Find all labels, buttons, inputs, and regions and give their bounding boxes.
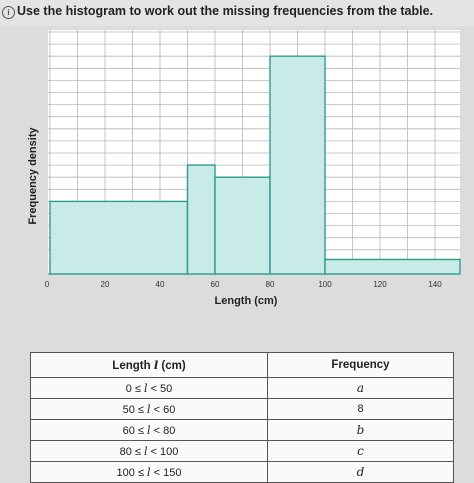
histogram-bar bbox=[49, 200, 189, 275]
histogram-bar bbox=[214, 176, 271, 275]
frequency-cell: b bbox=[267, 419, 454, 441]
x-tick-label: 120 bbox=[373, 280, 387, 289]
histogram-bars bbox=[49, 55, 461, 275]
info-circle-icon: i bbox=[2, 6, 15, 19]
x-tick-label: 0 bbox=[45, 280, 50, 289]
x-tick-label: 40 bbox=[156, 280, 165, 289]
frequency-table: Length l (cm) Frequency 0 ≤ l < 50 a 50 ≤ … bbox=[30, 352, 454, 483]
header-length: Length l (cm) bbox=[30, 352, 268, 378]
table-row: 0 ≤ l < 50 a bbox=[30, 377, 454, 399]
y-axis-label: Frequency density bbox=[27, 127, 39, 225]
x-tick-label: 140 bbox=[428, 280, 442, 289]
frequency-cell: a bbox=[267, 377, 454, 399]
histogram-chart: 0 20 40 60 80 100 120 140 Frequency density Len… bbox=[27, 30, 461, 307]
histogram-bar bbox=[269, 55, 326, 275]
frequency-cell: c bbox=[267, 440, 454, 462]
x-axis-label: Length (cm) bbox=[215, 295, 278, 307]
length-interval-cell: 50 ≤ l < 60 bbox=[30, 398, 268, 420]
x-tick-label: 80 bbox=[266, 280, 275, 289]
x-tick-labels: 0 20 40 60 80 100 120 140 bbox=[45, 280, 442, 289]
table-row: 100 ≤ l < 150 d bbox=[30, 461, 454, 483]
frequency-cell: 8 bbox=[267, 398, 454, 420]
length-interval-cell: 100 ≤ l < 150 bbox=[30, 461, 268, 483]
table-row: 60 ≤ l < 80 b bbox=[30, 419, 454, 441]
table-row: 80 ≤ l < 100 c bbox=[30, 440, 454, 462]
x-tick-label: 100 bbox=[318, 280, 332, 289]
length-interval-cell: 80 ≤ l < 100 bbox=[30, 440, 268, 462]
length-interval-cell: 0 ≤ l < 50 bbox=[30, 377, 268, 399]
frequency-cell: d bbox=[267, 461, 454, 483]
histogram-bar bbox=[324, 258, 461, 275]
length-interval-cell: 60 ≤ l < 80 bbox=[30, 419, 268, 441]
question-text: Use the histogram to work out the missin… bbox=[17, 4, 434, 18]
histogram-bar bbox=[186, 164, 216, 275]
table-row: 50 ≤ l < 60 8 bbox=[30, 398, 454, 420]
question-header: i Use the histogram to work out the miss… bbox=[0, 0, 474, 26]
x-tick-label: 60 bbox=[211, 280, 220, 289]
table-header-row: Length l (cm) Frequency bbox=[30, 352, 454, 378]
header-frequency: Frequency bbox=[267, 352, 454, 378]
x-tick-label: 20 bbox=[101, 280, 110, 289]
